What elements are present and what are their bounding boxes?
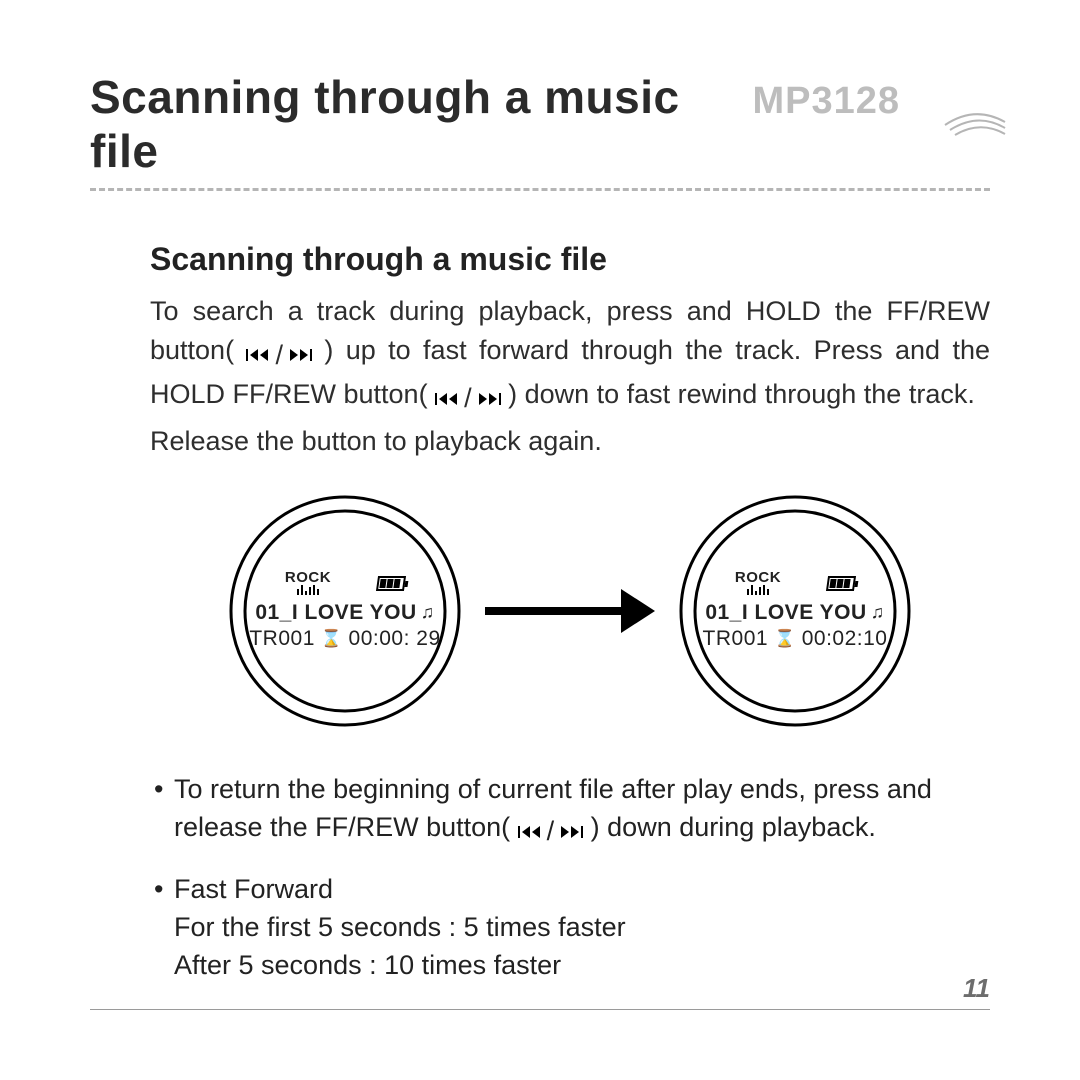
instruction-text: To search a track during playback, press… [150, 292, 990, 461]
signal-bars-icon [747, 585, 769, 595]
footer-divider [90, 1009, 990, 1010]
display-diagram: ROCK 01_I LOVE YOU♫ TR001 ⌛ 00:00: [150, 491, 990, 731]
genre-indicator: ROCK [285, 572, 331, 595]
hourglass-icon: ⌛ [774, 629, 796, 649]
hourglass-icon: ⌛ [321, 629, 343, 649]
signal-bars-icon [297, 585, 319, 595]
notes-list: To return the beginning of current file … [150, 771, 990, 984]
display-before: ROCK 01_I LOVE YOU♫ TR001 ⌛ 00:00: [225, 491, 465, 731]
genre-indicator: ROCK [735, 572, 781, 595]
list-item: To return the beginning of current file … [154, 771, 990, 851]
battery-icon [826, 576, 856, 591]
footer: 11 [90, 1009, 990, 1010]
model-number: MP3128 [752, 80, 900, 123]
list-item: Fast Forward For the first 5 seconds : 5… [154, 871, 990, 984]
rew-ff-icon: / [246, 336, 312, 375]
rew-ff-icon: / [518, 813, 584, 851]
manual-page: Scanning through a music file MP3128 Sca… [0, 0, 1080, 1080]
section-subtitle: Scanning through a music file [150, 241, 990, 278]
arrow-icon [485, 581, 655, 641]
song-title: 01_I LOVE YOU♫ [705, 601, 884, 625]
battery-icon [376, 576, 406, 591]
page-number: 11 [963, 973, 990, 1004]
header: Scanning through a music file MP3128 [90, 70, 990, 178]
display-after: ROCK 01_I LOVE YOU♫ TR001 ⌛ 00:02:1 [675, 491, 915, 731]
track-time: TR001 ⌛ 00:02:10 [703, 627, 888, 651]
para1-c: ) down to fast rewind through the track. [508, 379, 975, 409]
page-title: Scanning through a music file [90, 70, 728, 178]
pages-icon [940, 80, 1010, 140]
para2: Release the button to playback again. [150, 422, 990, 461]
content: Scanning through a music file To search … [90, 191, 990, 985]
track-time: TR001 ⌛ 00:00: 29 [249, 627, 440, 651]
rew-ff-icon: / [435, 379, 501, 418]
song-title: 01_I LOVE YOU♫ [255, 601, 434, 625]
genre-label: ROCK [285, 572, 331, 584]
genre-label: ROCK [735, 572, 781, 584]
